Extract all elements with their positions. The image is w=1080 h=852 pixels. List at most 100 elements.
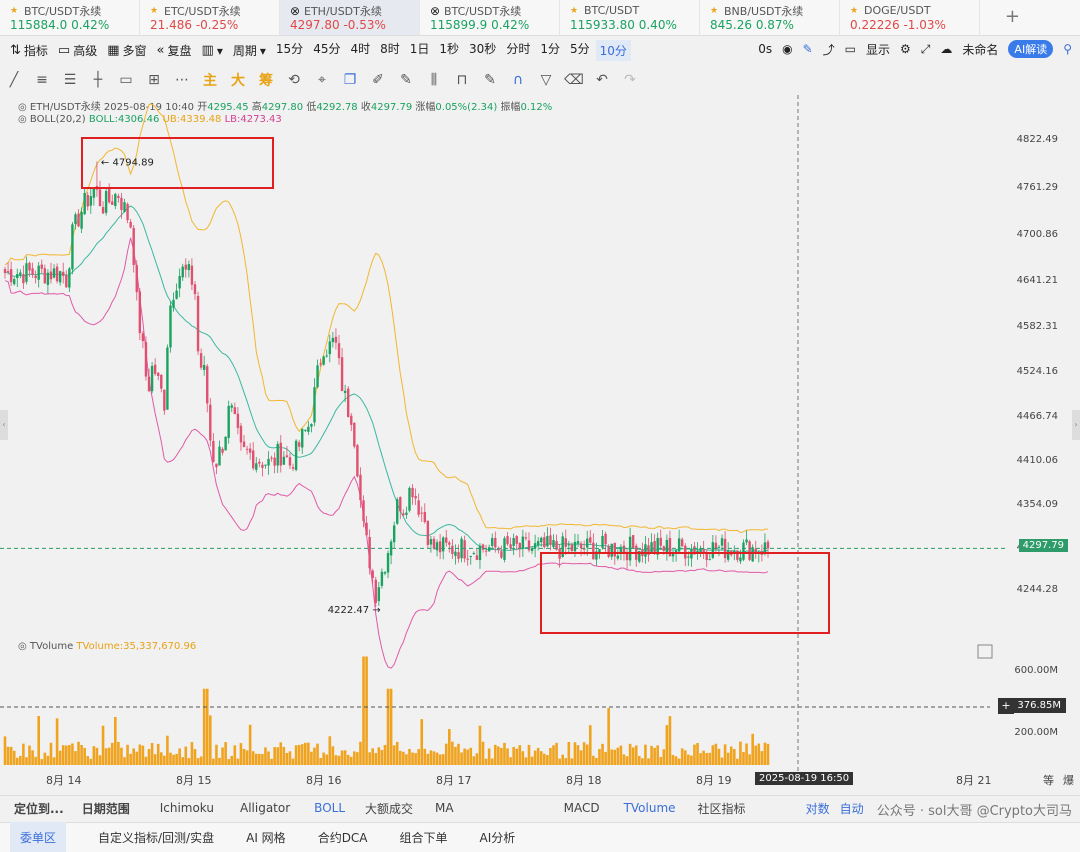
indicator-tab-1[interactable]: 日期范围	[81, 801, 130, 816]
eye-icon[interactable]: ◎	[18, 102, 27, 113]
ticker-tab[interactable]: ★ BTC/USDT 115933.80 0.40%	[560, 0, 700, 35]
rectangle-icon[interactable]: ▭	[119, 72, 133, 88]
ticker-tab[interactable]: ⊗ BTC/USDT永续 115899.9 0.42%	[420, 0, 560, 35]
chart-type-button[interactable]: ▥ ▾	[201, 43, 223, 58]
layout-name-dropdown[interactable]: 未命名	[962, 42, 999, 57]
trade-tab-2[interactable]: AI 网格	[246, 831, 286, 845]
chip-tool[interactable]: 筹	[259, 73, 273, 89]
left-scroll-handle[interactable]: ‹	[0, 410, 8, 440]
indicator-tab-8[interactable]: TVolume	[623, 801, 676, 815]
add-icon[interactable]: +	[998, 698, 1014, 714]
brush-icon[interactable]: ✎	[400, 72, 412, 88]
star-icon[interactable]: ★	[10, 5, 19, 16]
layout-icon[interactable]: ▭	[844, 42, 857, 56]
main-force-tool[interactable]: 主	[203, 73, 217, 89]
tag-icon[interactable]: ⌖	[318, 72, 326, 88]
price-chart[interactable]: ← 4794.89 4222.47 →	[0, 95, 1080, 795]
expand-icon[interactable]	[977, 644, 993, 659]
star-icon[interactable]: ★	[150, 5, 159, 16]
trade-tab-0[interactable]: 委单区	[10, 822, 67, 852]
indicator-tab-7[interactable]: MACD	[563, 801, 600, 815]
indicator-tab-5[interactable]: 大额成交	[365, 801, 414, 816]
period-button[interactable]: 周期 ▾	[232, 43, 266, 59]
ticker-price: 21.486	[150, 18, 192, 32]
interval-8[interactable]: 1分	[540, 42, 560, 56]
fullscreen-icon[interactable]: ⤢	[920, 41, 931, 56]
indicator-tab-0[interactable]: 定位到...	[14, 801, 64, 816]
volume-bar	[610, 749, 614, 765]
note-icon[interactable]: ✎	[484, 72, 496, 88]
measure-icon[interactable]: ⊞	[148, 72, 160, 88]
undo-icon[interactable]: ↶	[596, 72, 608, 88]
big-order-tool[interactable]: 大	[231, 73, 245, 89]
trade-tab-5[interactable]: AI分析	[479, 831, 516, 845]
indicator-tab-4[interactable]: BOLL	[314, 801, 346, 815]
ticker-tab[interactable]: ★ DOGE/USDT 0.22226 -1.03%	[840, 0, 980, 35]
interval-3[interactable]: 8时	[380, 42, 400, 56]
ticker-tab[interactable]: ★ BTC/USDT永续 115884.0 0.42%	[0, 0, 140, 35]
trash-icon[interactable]: ⌫	[564, 72, 584, 88]
star-icon[interactable]: ★	[850, 5, 859, 16]
ai-interpret-button[interactable]: AI解读	[1008, 40, 1054, 58]
share-icon[interactable]: ⤴	[822, 42, 835, 57]
copy-icon[interactable]: ❐	[343, 72, 357, 88]
trade-tab-3[interactable]: 合约DCA	[317, 831, 368, 845]
close-icon[interactable]: ⊗	[290, 3, 301, 18]
ticker-tab[interactable]: ⊗ ETH/USDT永续 4297.80 -0.53%	[280, 0, 420, 35]
trendline-icon[interactable]: ╱	[9, 72, 19, 88]
trade-tab-4[interactable]: 组合下单	[399, 831, 448, 845]
interval-4[interactable]: 1日	[409, 42, 430, 56]
multi-window-button[interactable]: ▦ 多窗	[107, 43, 147, 58]
ticker-quote: 845.26 0.87%	[710, 18, 839, 35]
indicator-tab-10[interactable]: 对数	[805, 801, 830, 816]
candle-icon[interactable]: ⫼	[430, 72, 438, 88]
ticker-tab[interactable]: ★ BNB/USDT永续 845.26 0.87%	[700, 0, 840, 35]
more-tools-icon[interactable]: ⋯	[175, 72, 189, 88]
volume-bar	[613, 749, 617, 765]
magnet-icon[interactable]: ∩	[512, 72, 524, 88]
volume-bar	[763, 742, 767, 765]
interval-7[interactable]: 分时	[506, 42, 531, 56]
interval-10[interactable]: 10分	[595, 40, 631, 61]
lock-icon[interactable]: ⊓	[456, 72, 468, 88]
indicator-tab-2[interactable]: Ichimoku	[159, 801, 214, 815]
eye-icon[interactable]: ◎	[18, 114, 27, 125]
horizontal-line-icon[interactable]: ┼	[93, 72, 103, 88]
parallel-lines-icon[interactable]: ≡	[36, 72, 48, 88]
star-icon[interactable]: ★	[710, 5, 719, 16]
settings-icon[interactable]: ⚙	[900, 42, 911, 56]
fib-icon[interactable]: ☰	[63, 72, 77, 88]
trade-tab-1[interactable]: 自定义指标/回测/实盘	[98, 831, 215, 845]
replay-button[interactable]: «复盘	[156, 43, 192, 58]
network-icon[interactable]: ⚲	[1063, 42, 1072, 56]
interval-9[interactable]: 5分	[569, 42, 590, 56]
interval-6[interactable]: 30秒	[469, 42, 497, 56]
pen-icon[interactable]: ✎	[802, 42, 813, 56]
ticker-tab[interactable]: ★ ETC/USDT永续 21.486 -0.25%	[140, 0, 280, 35]
indicator-tab-6[interactable]: MA	[435, 801, 454, 815]
add-tab-icon[interactable]: +	[1004, 6, 1020, 27]
star-icon[interactable]: ★	[570, 5, 579, 16]
redo-icon[interactable]: ↷	[624, 72, 636, 88]
interval-1[interactable]: 45分	[313, 42, 341, 56]
indicators-button[interactable]: ⇅ 指标	[10, 43, 48, 58]
close-icon[interactable]: ⊗	[430, 3, 441, 18]
eye-icon[interactable]: ◎	[18, 641, 27, 652]
volume-bar	[748, 754, 751, 765]
indicator-tab-9[interactable]: 社区指标	[697, 801, 746, 816]
interval-5[interactable]: 1秒	[439, 42, 460, 56]
camera-icon[interactable]: ◉	[782, 42, 793, 56]
volume-bar	[233, 745, 237, 765]
indicator-tab-11[interactable]: 自动	[839, 801, 864, 816]
filter-icon[interactable]: ▽	[540, 72, 552, 88]
indicator-tab-3[interactable]: Alligator	[240, 801, 291, 815]
interval-0[interactable]: 15分	[275, 42, 304, 56]
interval-2[interactable]: 4时	[350, 42, 371, 56]
sync-icon[interactable]: ⟲	[288, 72, 300, 88]
low-mark-label: 4222.47 →	[328, 605, 381, 616]
right-scroll-handle[interactable]: ›	[1072, 410, 1080, 440]
ruler-icon[interactable]: ✐	[372, 72, 384, 88]
volume-bar	[604, 751, 607, 765]
display-button[interactable]: 显示	[866, 42, 891, 57]
advanced-button[interactable]: ▭ 高级	[57, 43, 98, 58]
